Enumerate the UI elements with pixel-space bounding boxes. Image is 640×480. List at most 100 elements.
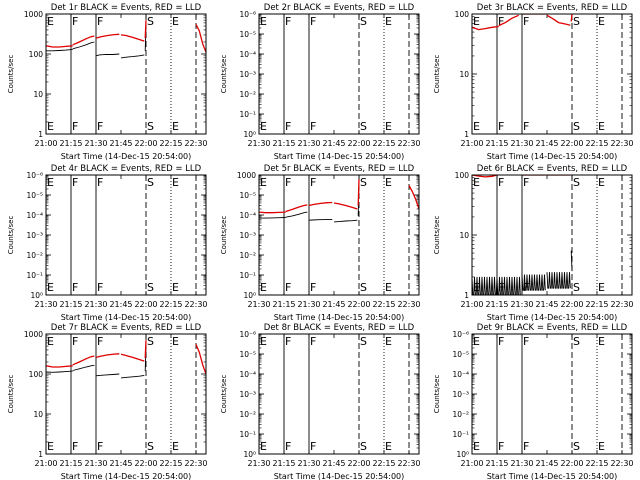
marker-label: E [385,176,392,189]
panel-det-8r: Det 8r BLACK = Events, RED = LLD Counts/s… [220,323,421,480]
plot-frame [471,333,633,455]
series-line-events [570,250,573,272]
plot-frame [258,333,420,455]
marker-label: E [47,15,54,28]
y-tick-label: 10⁻² [452,410,469,419]
x-tick-label: 22:15 [585,459,608,468]
x-tick-label: 21:30 [247,300,270,309]
marker-label: E [260,281,267,294]
x-tick-label: 22:15 [372,300,395,309]
y-tick-label: 10⁻⁴ [452,370,469,379]
x-tick-label: 22:00 [347,139,370,148]
y-tick-label: 10⁻³ [452,390,469,399]
series-line-lld [472,25,499,31]
x-tick-label: 22:00 [347,300,370,309]
series-line-lld [144,340,147,359]
marker-label: S [573,15,580,28]
x-tick-label: 21:45 [535,139,558,148]
x-tick-label: 21:15 [272,300,295,309]
y-axis-label: Counts/sec [220,375,228,414]
marker-label: S [147,335,154,348]
marker-label: F [285,15,291,28]
y-tick-label: 10 [459,231,469,240]
series-line-lld [285,204,308,213]
series-line-lld [472,175,498,178]
series-line-events [120,54,145,59]
marker-label: F [72,335,78,348]
x-tick-label: 22:30 [184,459,207,468]
series-line-lld [195,24,206,53]
y-tick-label: 10 [459,70,469,79]
series-line-events [546,272,571,289]
marker-label: F [72,281,78,294]
series-line-lld [95,353,120,359]
series-line-lld [498,14,519,27]
y-tick-label: 10⁻² [239,410,256,419]
marker-label: E [47,281,54,294]
panel-det-3r: Det 3r BLACK = Events, RED = LLD Counts/s… [433,3,634,161]
panel-title: Det 3r BLACK = Events, RED = LLD [477,3,628,13]
y-axis-label: Counts/sec [433,216,441,255]
x-tick-label: 22:30 [610,459,633,468]
marker-label: E [598,176,605,189]
x-tick-label: 21:45 [109,139,132,148]
x-tick-label: 21:15 [59,139,82,148]
marker-label: F [310,176,316,189]
y-tick-label: 10⁰ [243,130,256,139]
y-tick-label: 10⁻³ [26,231,43,240]
y-tick-label: 10⁻¹ [239,430,256,439]
marker-label: F [498,120,504,133]
series-line-events [308,218,333,221]
x-axis-label: Start Time (14-Dec-15 20:54:00) [274,472,405,480]
panel-title: Det 4r BLACK = Events, RED = LLD [51,164,202,174]
series-lld [472,14,573,31]
marker-label: F [97,120,103,133]
y-tick-label: 10⁻³ [239,231,256,240]
series-line-lld [570,14,573,22]
marker-label: S [147,440,154,453]
x-tick-label: 21:15 [485,139,508,148]
x-tick-label: 21:00 [34,139,57,148]
y-axis-label: Counts/sec [7,216,15,255]
y-tick-label: 10⁻⁵ [239,350,256,359]
marker-label: E [385,335,392,348]
x-axis-label: Start Time (14-Dec-15 20:54:00) [487,472,618,480]
x-tick-label: 21:00 [460,300,483,309]
series-line-lld [408,185,419,210]
series-line-events [95,373,120,377]
marker-label: S [360,120,367,133]
marker-label: F [310,120,316,133]
x-axis-label: Start Time (14-Dec-15 20:54:00) [274,152,405,161]
y-tick-label: 100 [455,10,470,19]
x-tick-label: 21:15 [272,139,295,148]
marker-label: F [523,15,529,28]
marker-label: F [97,440,103,453]
series-line-lld [357,179,360,206]
marker-label: E [598,440,605,453]
marker-label: E [260,15,267,28]
series-line-events [46,48,73,52]
marker-label: F [97,15,103,28]
plot-frame [471,174,633,296]
marker-label: S [360,176,367,189]
x-tick-label: 22:15 [372,459,395,468]
y-axis-label: Counts/sec [220,216,228,255]
marker-label: S [360,335,367,348]
marker-label: E [172,281,179,294]
y-tick-label: 1000 [24,330,43,339]
series-line-events [72,41,95,50]
series-lld [46,340,206,375]
y-tick-label: 10⁻⁶ [26,171,43,180]
x-tick-label: 22:30 [184,300,207,309]
marker-label: F [97,176,103,189]
x-tick-label: 21:00 [460,139,483,148]
y-tick-label: 10⁻⁴ [26,211,43,220]
x-tick-label: 21:00 [34,459,57,468]
series-line-events [496,276,521,295]
x-tick-label: 21:30 [297,300,320,309]
y-tick-label: 1 [38,450,43,459]
marker-label: F [310,440,316,453]
marker-label: F [72,440,78,453]
y-tick-label: 10⁻¹ [239,271,256,280]
marker-label: E [260,440,267,453]
